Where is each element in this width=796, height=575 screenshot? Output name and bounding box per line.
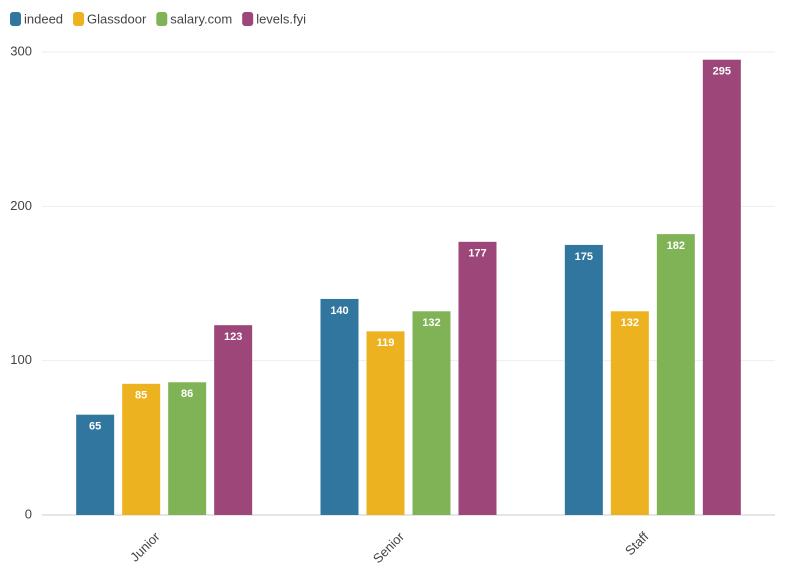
x-tick-label: Senior bbox=[370, 528, 408, 566]
bar bbox=[122, 383, 161, 515]
bar bbox=[564, 244, 603, 515]
bar bbox=[458, 241, 497, 515]
value-label: 119 bbox=[377, 337, 395, 349]
value-label: 177 bbox=[468, 248, 486, 260]
x-tick-label: Junior bbox=[127, 528, 163, 564]
value-label: 182 bbox=[667, 240, 685, 252]
legend-swatch bbox=[73, 12, 85, 26]
bar bbox=[412, 311, 451, 515]
legend-label: salary.com bbox=[170, 11, 232, 26]
bar bbox=[214, 325, 253, 515]
value-label: 85 bbox=[135, 390, 147, 402]
value-label: 65 bbox=[89, 421, 101, 433]
y-tick-label: 100 bbox=[10, 352, 32, 367]
value-label: 132 bbox=[621, 317, 639, 329]
legend-swatch bbox=[10, 12, 21, 26]
value-label: 123 bbox=[224, 331, 242, 343]
legend-label: Glassdoor bbox=[87, 11, 147, 26]
y-tick-label: 300 bbox=[10, 43, 32, 58]
legend-swatch bbox=[156, 12, 168, 26]
bar bbox=[366, 331, 405, 515]
value-label: 86 bbox=[181, 388, 193, 400]
x-tick-label: Staff bbox=[622, 529, 652, 559]
y-tick-label: 0 bbox=[25, 506, 32, 521]
bar bbox=[702, 59, 741, 515]
legend-swatch bbox=[242, 12, 254, 26]
legend-label: levels.fyi bbox=[256, 11, 306, 26]
value-label: 175 bbox=[575, 251, 593, 263]
bar bbox=[76, 414, 115, 515]
y-tick-label: 200 bbox=[10, 198, 32, 213]
legend-label: indeed bbox=[24, 11, 63, 26]
bar bbox=[168, 382, 207, 515]
bar bbox=[656, 234, 695, 515]
bar bbox=[320, 298, 359, 515]
value-label: 140 bbox=[330, 305, 348, 317]
value-label: 132 bbox=[422, 317, 440, 329]
bar bbox=[610, 311, 649, 515]
value-label: 295 bbox=[713, 66, 731, 78]
